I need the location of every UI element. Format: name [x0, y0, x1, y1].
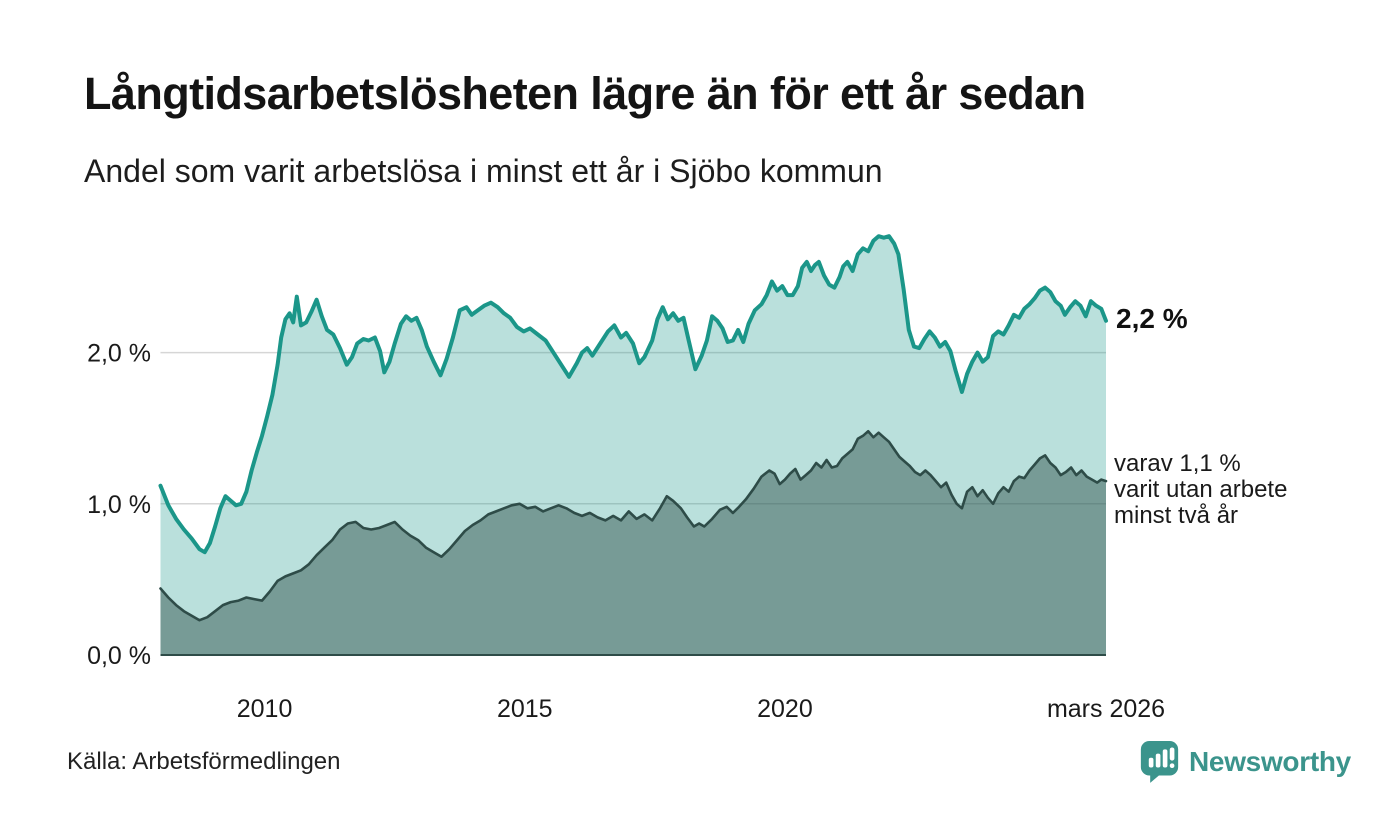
latest-value-label: 2,2 % [1116, 303, 1188, 334]
secondary-value-line-2: varit utan arbete [1114, 476, 1288, 503]
x-axis-tick-label: 2010 [237, 695, 293, 723]
secondary-value-line-1: varav 1,1 % [1114, 450, 1241, 477]
x-axis-tick-label: 2015 [497, 695, 553, 723]
page-subtitle: Andel som varit arbetslösa i minst ett å… [84, 153, 883, 189]
newsworthy-icon [1140, 741, 1179, 783]
newsworthy-wordmark: Newsworthy [1189, 745, 1351, 777]
page-title: Långtidsarbetslösheten lägre än för ett … [84, 68, 1086, 119]
line-min-one-year [158, 234, 1108, 555]
newsworthy-logo: Newsworthy [1139, 739, 1351, 784]
y-axis-tick-label: 0,0 % [87, 642, 151, 670]
x-axis-tick-label: 2020 [757, 695, 813, 723]
line-min-two-years [159, 429, 1108, 622]
source-note: Källa: Arbetsförmedlingen [67, 748, 341, 775]
x-axis-tick-label: mars 2026 [1047, 695, 1165, 723]
secondary-value-line-3: minst två år [1114, 502, 1239, 529]
y-axis-tick-label: 1,0 % [87, 491, 151, 519]
y-axis-tick-label: 2,0 % [87, 340, 151, 368]
area-min-two-years [160, 431, 1106, 655]
secondary-value-label: varav 1,1 % varit utan arbete minst två … [1114, 451, 1287, 529]
